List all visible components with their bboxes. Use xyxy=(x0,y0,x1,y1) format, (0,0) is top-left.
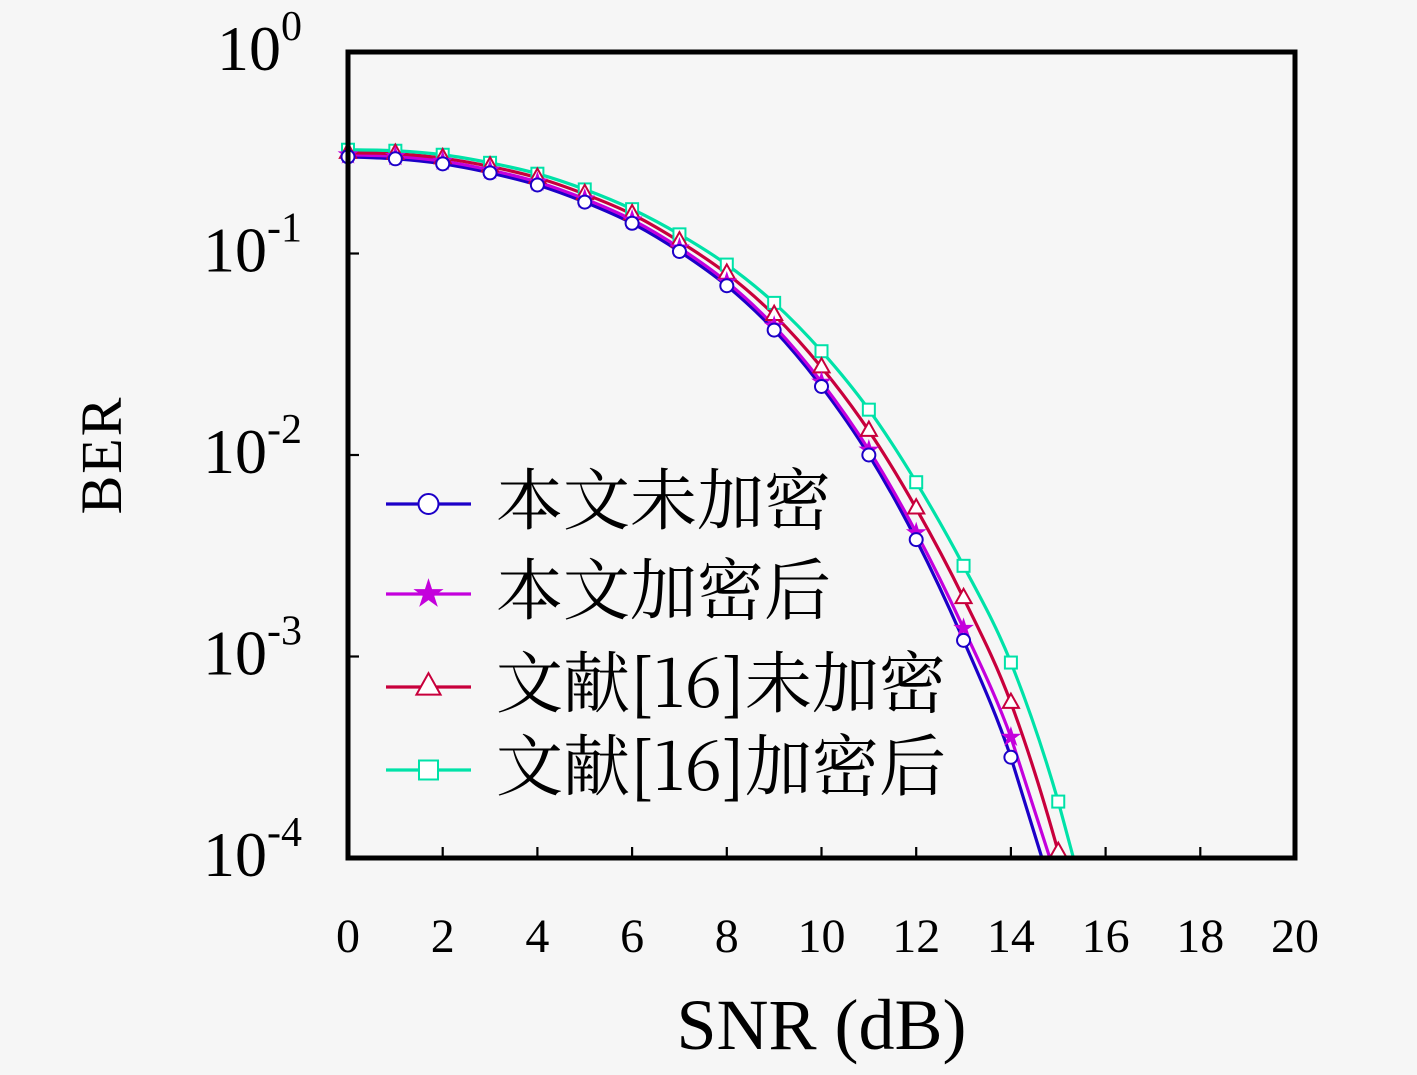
svg-text:10: 10 xyxy=(798,910,846,963)
svg-text:20: 20 xyxy=(1271,910,1319,963)
svg-text:6: 6 xyxy=(620,910,644,963)
svg-text:12: 12 xyxy=(892,910,940,963)
svg-text:18: 18 xyxy=(1176,910,1224,963)
svg-text:本文加密后: 本文加密后 xyxy=(496,538,831,634)
svg-text:0: 0 xyxy=(336,910,360,963)
svg-text:文献[16]加密后: 文献[16]加密后 xyxy=(496,714,946,810)
svg-text:BER: BER xyxy=(69,396,134,515)
svg-text:16: 16 xyxy=(1082,910,1130,963)
svg-text:SNR (dB): SNR (dB) xyxy=(676,985,966,1065)
svg-text:本文未加密: 本文未加密 xyxy=(496,448,831,544)
svg-text:14: 14 xyxy=(987,910,1035,963)
svg-text:文献[16]未加密: 文献[16]未加密 xyxy=(496,631,946,727)
svg-text:4: 4 xyxy=(525,910,549,963)
svg-text:2: 2 xyxy=(431,910,455,963)
svg-text:8: 8 xyxy=(715,910,739,963)
